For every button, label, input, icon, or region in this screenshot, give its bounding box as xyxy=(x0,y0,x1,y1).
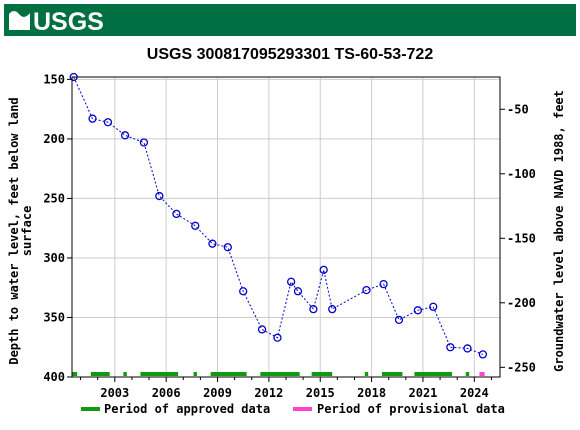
data-point xyxy=(478,350,488,359)
legend: Period of approved data Period of provis… xyxy=(81,402,505,416)
approved-period-bar xyxy=(140,372,179,376)
approved-period-bar xyxy=(210,372,247,376)
y-left-tick-label: 250 xyxy=(43,191,65,205)
provisional-periods xyxy=(479,372,485,376)
data-point xyxy=(429,302,438,311)
x-tick-label: 2024 xyxy=(460,386,489,400)
plot-area xyxy=(71,76,501,378)
data-point xyxy=(394,315,404,325)
data-point xyxy=(413,306,422,315)
axes: 2003 2006 2009 2012 2015 2018 2021 2024 150 200 25… xyxy=(43,72,536,400)
approved-period-bar xyxy=(90,372,110,376)
data-point xyxy=(463,344,472,353)
y-axis-left-label-line2: surface xyxy=(20,206,34,257)
data-point xyxy=(446,343,455,352)
data-point xyxy=(223,243,232,252)
data-point xyxy=(155,191,164,201)
legend-provisional-swatch xyxy=(293,407,312,411)
usgs-logo: USGS xyxy=(9,8,104,36)
provisional-period-bar xyxy=(479,372,485,376)
data-point xyxy=(239,287,248,296)
y-right-tick-label: -100 xyxy=(507,167,536,181)
data-point xyxy=(172,209,181,219)
usgs-logo-text: USGS xyxy=(33,8,104,36)
legend-provisional-label: Period of provisional data xyxy=(317,402,505,416)
data-point xyxy=(379,279,388,289)
y-right-tick-label: -250 xyxy=(507,360,536,374)
data-point xyxy=(293,287,303,296)
approved-period-bar xyxy=(311,372,333,376)
x-tick-label: 2006 xyxy=(152,386,181,400)
y-right-tick-label: -200 xyxy=(507,296,536,310)
y-left-tick-label: 200 xyxy=(43,132,65,146)
data-point xyxy=(103,118,113,127)
usgs-logo-wave-icon xyxy=(9,11,30,30)
data-point xyxy=(191,221,200,230)
data-point xyxy=(257,325,267,334)
approved-period-bar xyxy=(193,372,197,376)
chart-title: USGS 300817095293301 TS-60-53-722 xyxy=(147,46,434,63)
approved-period-bar xyxy=(381,372,403,376)
legend-approved-label: Period of approved data xyxy=(104,402,270,416)
data-point xyxy=(120,131,130,140)
data-point xyxy=(362,285,371,295)
approved-period-bar xyxy=(414,372,453,376)
approved-period-bar xyxy=(364,372,369,376)
x-tick-label: 2015 xyxy=(306,386,335,400)
approved-periods xyxy=(72,372,470,376)
approved-period-bar xyxy=(72,372,78,376)
data-point xyxy=(139,138,149,147)
approved-period-bar xyxy=(123,372,127,376)
y-axis-left-label: Depth to water level, feet below land su… xyxy=(7,97,34,364)
x-tick-label: 2003 xyxy=(100,386,129,400)
y-right-tick-label: -50 xyxy=(507,102,529,116)
y-left-tick-label: 350 xyxy=(43,310,65,324)
data-point xyxy=(273,333,282,342)
data-point xyxy=(319,265,328,275)
data-point xyxy=(328,304,337,314)
data-point xyxy=(309,304,318,314)
data-series xyxy=(69,72,488,359)
y-left-tick-label: 400 xyxy=(43,370,65,384)
data-point xyxy=(88,114,97,123)
y-axis-right-label: Groundwater level above NAVD 1988, feet xyxy=(552,90,566,372)
plot-frame xyxy=(71,76,501,378)
y-left-tick-label: 300 xyxy=(43,251,65,265)
approved-period-bar xyxy=(465,372,470,376)
usgs-banner xyxy=(4,4,576,36)
y-axis-left-label-line1: Depth to water level, feet below land xyxy=(7,97,21,364)
approved-period-bar xyxy=(260,372,300,376)
x-tick-label: 2009 xyxy=(203,386,232,400)
data-point xyxy=(208,239,217,248)
y-left-tick-label: 150 xyxy=(43,72,65,86)
x-tick-label: 2021 xyxy=(409,386,438,400)
data-point xyxy=(286,277,296,286)
x-tick-label: 2012 xyxy=(254,386,283,400)
legend-approved-swatch xyxy=(81,407,100,411)
y-right-tick-label: -150 xyxy=(507,231,536,245)
x-tick-label: 2018 xyxy=(357,386,386,400)
